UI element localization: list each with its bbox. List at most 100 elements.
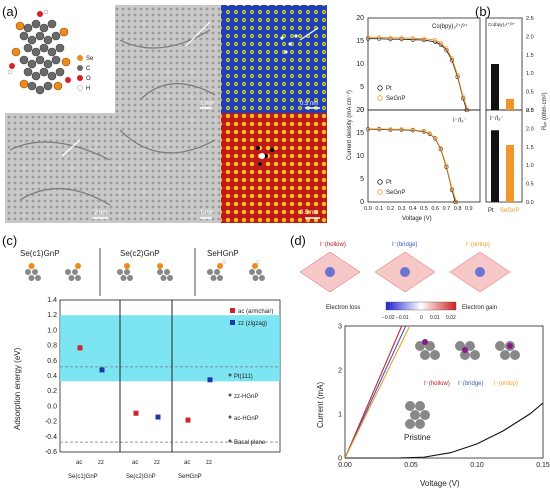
jv-line-segnp [368,36,469,111]
jv-point-segnp [427,131,432,136]
c-ytick-label: 1.0 [47,327,57,334]
jv-line-segnp [368,128,457,203]
legend-ac-marker [230,308,235,313]
b-rct-ytick-label: 0.0 [526,200,534,206]
c-tick-ac-2: ac [132,460,138,466]
b-top-ytick-label: 5 [360,84,364,91]
d-ytick-label: 0 [338,456,342,463]
d-top-label-ontop: I⁻(ontop) [466,242,490,248]
tem-image-bottom-middle: 1 nm [115,113,221,223]
b-rct-bars [491,64,514,202]
panel-c: Se(c1)GnP Se(c2)GnP SeHGnP -0.6 -0.4 -0.2 0… [13,248,281,480]
d-pristine-label: Pristine [404,433,431,442]
c-tick-zz-1: zz [98,460,104,466]
c-ytick-label: 1.2 [47,312,57,319]
atom-legend-h: H [86,86,90,92]
jv-point-pt [453,199,458,205]
d-top-label-bridge: I⁻(bridge) [392,242,418,248]
c-legend-ac: ac (armchair) [238,309,273,315]
c-ytick-label: 0.8 [47,343,57,350]
rct-bar-segnp [506,144,514,202]
panel-label-b: (b) [475,4,491,19]
b-top-legend-segnp: SeGnP [386,96,405,102]
d-colorbar: Electron loss Electron gain −0.02 −0.01 … [326,301,497,321]
c-legend-zz: zz (zigzag) [238,321,267,327]
b-bottom-ytick-label: 10 [356,153,364,160]
d-colorbar-loss: Electron loss [326,305,360,311]
c-ytick-label: 1.4 [47,297,57,304]
d-cbar-tick-2: −0.01 [396,315,409,321]
d-ytick-label: 1 [338,412,342,419]
b-top-ytick-label: 20 [356,15,364,22]
jv-point-segnp [388,127,393,132]
legend-zz-marker [230,320,235,325]
tem-image-bottom-left: 2 nm [5,113,115,223]
d-xlabel: Voltage (V) [420,479,460,488]
h-atom-icon [77,85,83,91]
se-atom-icon [77,55,83,61]
c-ref-zz-hgnp: zz-HGnP [234,394,258,400]
b-rct-ytick-label: 0.5 [526,90,534,96]
panel-b: 0 5 10 15 20 Co(bpy)₃²⁺/³⁺ Pt SeGnP 0 5 10 15 20… [347,15,548,222]
b-xtick-label: 0.4 [409,206,417,212]
c-tick-ac-3: ac [184,460,190,466]
tem-image-top-middle: 1 nm [115,5,221,113]
d-plot-frame [344,325,544,459]
b-xtick-label: 0.2 [387,206,395,212]
adsorption-point-zz [207,377,213,383]
iv-line-ontop [344,325,411,459]
c-ytick-label: -0.6 [45,449,57,456]
b-xtick-label: 0.9 [465,206,473,212]
jv-point-segnp [410,36,415,41]
d-xtick-label: 0.05 [404,462,418,469]
b-rct-top-label: Co(bpy)₃²⁺/³⁺ [488,22,515,27]
atom-legend-se: Se [86,56,94,62]
d-colorbar-gain: Electron gain [462,305,497,311]
b-rct-ytick-label: 2.5 [526,16,534,22]
adsorption-point-ac [185,417,191,423]
c-yticks: -0.6 -0.4 -0.2 0.0 0.2 0.4 0.6 0.8 1.0 1.2 1.4 [45,297,57,456]
b-rct-ylabel: Rₑₜ (ohm·cm²) [542,92,548,130]
c-data-points [77,345,213,423]
jv-point-segnp [388,35,393,40]
d-cbar-tick-5: 0.02 [446,315,456,321]
c-atom-icon [77,65,83,71]
iv-line-hollow [344,325,403,459]
b-top-ytick-label: 15 [356,38,364,45]
c-header-1: Se(c1)GnP [20,249,60,258]
d-inset-label-hollow: I⁻(hollow) [424,381,450,387]
b-xtick-label: 0.7 [443,206,451,212]
b-top-series-group [365,35,470,113]
b-top-legend: Pt SeGnP [377,85,405,102]
b-bottom-electrolyte-label: I⁻/I₃⁻ [453,118,467,124]
d-xticks: 0.00 0.05 0.10 0.15 [338,462,550,469]
atom-legend: Se C O H [77,55,94,92]
d-ytick-label: 2 [338,368,342,375]
b-rct-ytick-label: 2.5 [526,108,534,114]
adsorption-point-zz [155,414,161,420]
jv-point-segnp [421,129,427,134]
rct-bar-pt [491,64,499,110]
iv-line-pristine [345,402,544,459]
tem-image-bottom-right-colormap: 0.5 nm [221,113,327,223]
c-ytick-label: -0.2 [45,419,57,426]
jv-line-pt [368,128,456,203]
b-rct-bottom-label: I⁻/I₃⁻ [490,116,504,122]
jv-point-segnp [433,37,438,43]
c-tick-zz-3: zz [206,460,212,466]
c-reference-lines [60,366,280,443]
d-yticks: 0 1 2 3 [338,324,342,463]
adsorption-point-ac [77,345,83,351]
jv-point-segnp [438,40,443,45]
c-group-2: Se(c2)GnP [126,474,156,480]
atom-legend-o: O [86,76,91,82]
segnp-molecule-model [7,9,71,95]
b-xtick-label: 0.1 [375,206,383,212]
b-bottom-plot-frame [367,109,481,203]
c-favorable-band [60,315,280,382]
d-inset-molecules [405,339,520,429]
c-ylabel: Adsorption energy (eV) [13,347,22,430]
legend-segnp-marker [377,95,383,101]
d-inset-label-bridge: I⁻(bridge) [458,381,484,387]
c-legend: ac (armchair) zz (zigzag) [230,308,273,327]
